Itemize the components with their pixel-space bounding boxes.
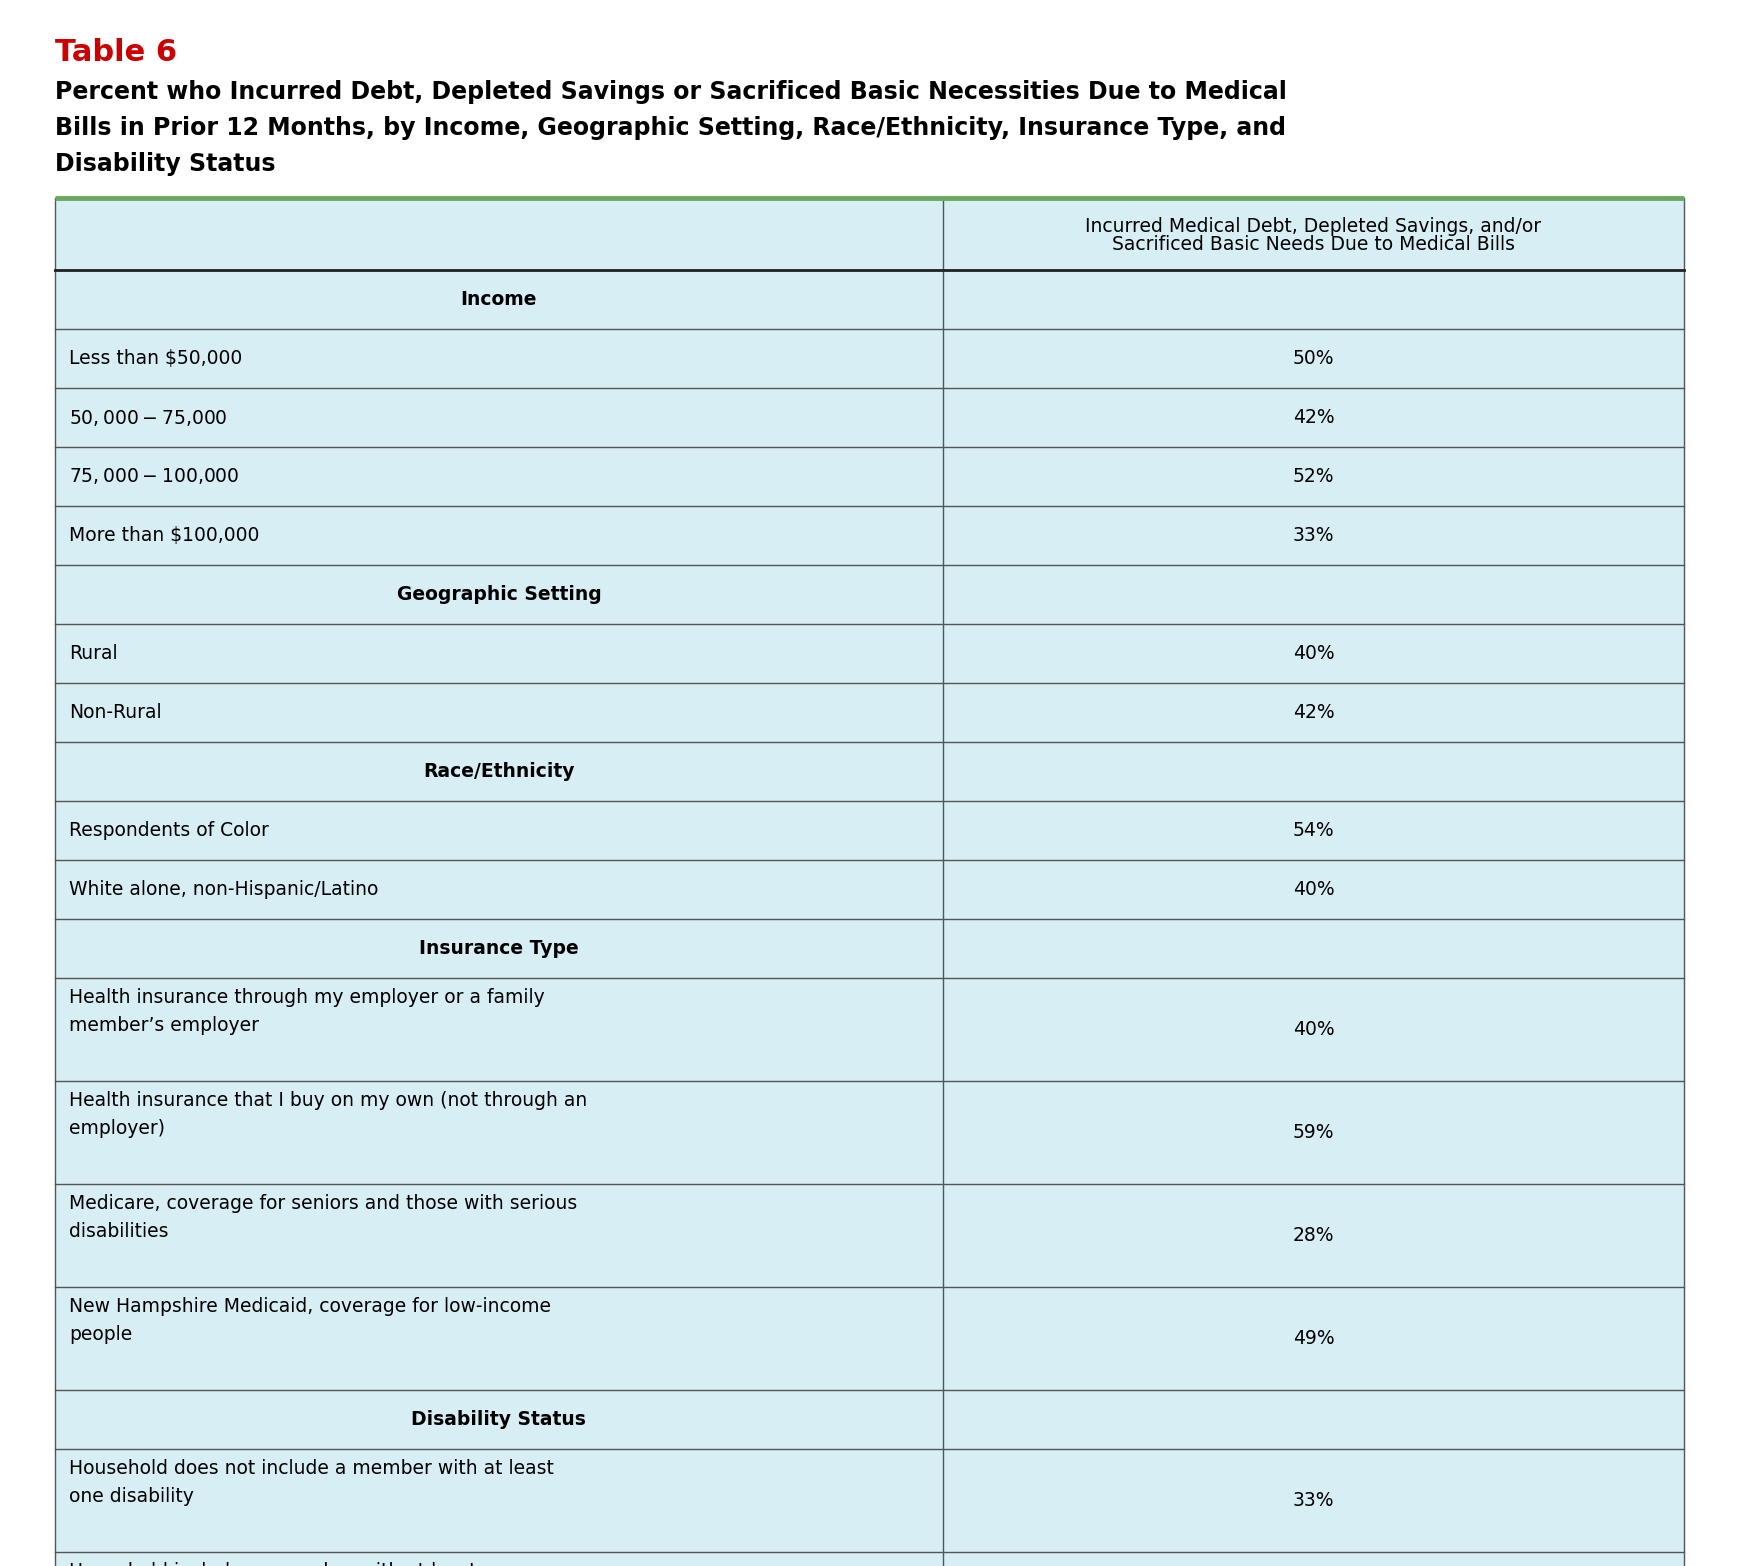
Text: 40%: 40% [1292,644,1334,662]
Text: 59%: 59% [1292,1123,1334,1142]
Text: Rural: Rural [70,644,118,662]
Text: $50,000 - $75,000: $50,000 - $75,000 [70,407,228,428]
Text: Bills in Prior 12 Months, by Income, Geographic Setting, Race/Ethnicity, Insuran: Bills in Prior 12 Months, by Income, Geo… [56,116,1287,139]
Text: Household does not include a member with at least
one disability: Household does not include a member with… [70,1460,555,1506]
Text: Table 6: Table 6 [56,38,177,67]
Text: Race/Ethnicity: Race/Ethnicity [423,763,574,781]
Text: Geographic Setting: Geographic Setting [396,586,602,604]
Text: 50%: 50% [1292,349,1334,368]
Text: Income: Income [461,290,537,309]
Text: 40%: 40% [1292,1019,1334,1038]
Text: New Hampshire Medicaid, coverage for low-income
people: New Hampshire Medicaid, coverage for low… [70,1297,551,1344]
Text: 52%: 52% [1292,467,1334,485]
Text: 54%: 54% [1292,821,1334,839]
Text: Household includes a member with at least one
disability: Household includes a member with at leas… [70,1561,516,1566]
Text: Less than $50,000: Less than $50,000 [70,349,242,368]
Text: 42%: 42% [1292,703,1334,722]
Text: 33%: 33% [1292,526,1334,545]
Text: 49%: 49% [1292,1330,1334,1348]
Text: 40%: 40% [1292,880,1334,899]
Text: Health insurance that I buy on my own (not through an
employer): Health insurance that I buy on my own (n… [70,1092,588,1138]
Text: Insurance Type: Insurance Type [419,940,579,958]
Text: 33%: 33% [1292,1491,1334,1510]
Text: Incurred Medical Debt, Depleted Savings, and/or: Incurred Medical Debt, Depleted Savings,… [1085,216,1541,235]
Text: Percent who Incurred Debt, Depleted Savings or Sacrificed Basic Necessities Due : Percent who Incurred Debt, Depleted Savi… [56,80,1287,103]
Text: Non-Rural: Non-Rural [70,703,162,722]
Text: Disability Status: Disability Status [412,1409,586,1430]
Text: Disability Status: Disability Status [56,152,275,175]
Text: White alone, non-Hispanic/Latino: White alone, non-Hispanic/Latino [70,880,379,899]
Text: 28%: 28% [1292,1226,1334,1245]
Text: Medicare, coverage for seniors and those with serious
disabilities: Medicare, coverage for seniors and those… [70,1193,577,1240]
Text: $75,000 - $100,000: $75,000 - $100,000 [70,467,240,487]
Text: Sacrificed Basic Needs Due to Medical Bills: Sacrificed Basic Needs Due to Medical Bi… [1111,235,1515,254]
Text: Respondents of Color: Respondents of Color [70,821,270,839]
Text: More than $100,000: More than $100,000 [70,526,259,545]
Text: Health insurance through my employer or a family
member’s employer: Health insurance through my employer or … [70,988,544,1035]
Text: 42%: 42% [1292,409,1334,428]
